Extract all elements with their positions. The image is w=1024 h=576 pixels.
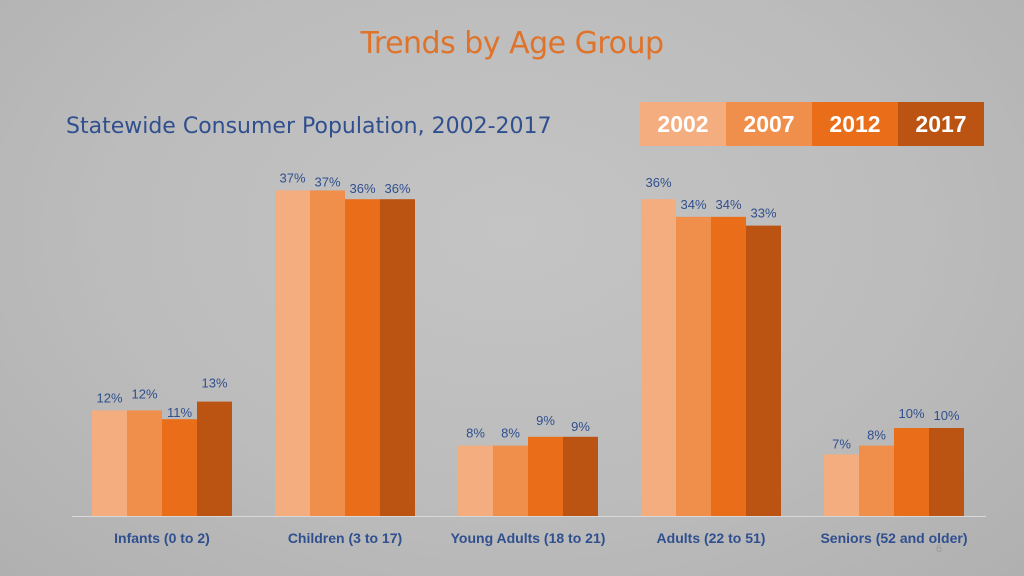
data-label-2012-1: 36% [349, 181, 375, 196]
data-label-2012-0: 11% [167, 405, 192, 420]
data-label-2017-1: 36% [384, 181, 410, 196]
bar-2002-2 [458, 445, 493, 516]
data-label-2002-3: 36% [645, 175, 671, 190]
bar-2007-1 [310, 190, 345, 516]
category-label-1: Children (3 to 17) [288, 530, 402, 546]
chart-subtitle: Statewide Consumer Population, 2002-2017 [66, 114, 552, 139]
legend-item-2002: 2002 [640, 102, 726, 146]
legend-item-2017: 2017 [898, 102, 984, 146]
data-label-2017-2: 9% [571, 419, 590, 434]
page-number: 6 [936, 543, 943, 555]
bar-2007-4 [859, 445, 894, 516]
bar-2012-2 [528, 436, 563, 516]
bar-2012-0 [162, 419, 197, 516]
bar-2017-1 [380, 199, 415, 516]
bar-2017-4 [929, 428, 964, 516]
category-label-2: Young Adults (18 to 21) [451, 530, 606, 546]
bar-2007-0 [127, 410, 162, 516]
data-label-2007-1: 37% [314, 174, 340, 189]
bar-2007-3 [676, 216, 711, 517]
data-label-2012-2: 9% [536, 413, 555, 428]
bar-2002-3 [641, 199, 676, 516]
data-label-2002-1: 37% [279, 170, 305, 185]
data-label-2002-4: 7% [832, 436, 851, 451]
data-label-2007-2: 8% [501, 426, 520, 441]
category-label-3: Adults (22 to 51) [657, 530, 766, 546]
data-label-2002-2: 8% [466, 426, 485, 441]
bar-2002-1 [275, 190, 310, 516]
data-label-2017-4: 10% [933, 408, 959, 423]
bar-2002-0 [92, 410, 127, 516]
bar-2007-2 [493, 445, 528, 516]
bar-2017-0 [197, 401, 232, 516]
data-label-2017-0: 13% [201, 376, 227, 391]
data-label-2012-4: 10% [898, 406, 924, 421]
legend: 2002 2007 2012 2017 [640, 102, 984, 146]
data-label-2007-0: 12% [131, 386, 157, 401]
chart-title: Trends by Age Group [360, 26, 665, 61]
data-label-2017-3: 33% [750, 206, 776, 221]
bar-2002-4 [824, 454, 859, 516]
legend-item-2007: 2007 [726, 102, 812, 146]
bar-2012-1 [345, 199, 380, 516]
category-label-4: Seniors (52 and older) [820, 530, 967, 546]
legend-item-2012: 2012 [812, 102, 898, 146]
bar-2012-4 [894, 428, 929, 516]
bar-2017-2 [563, 436, 598, 516]
data-label-2007-3: 34% [680, 197, 706, 212]
bar-2017-3 [746, 225, 781, 516]
data-label-2012-3: 34% [715, 197, 741, 212]
bar-2012-3 [711, 216, 746, 517]
data-label-2002-0: 12% [96, 390, 122, 405]
data-label-2007-4: 8% [867, 428, 886, 443]
category-label-0: Infants (0 to 2) [114, 530, 210, 546]
